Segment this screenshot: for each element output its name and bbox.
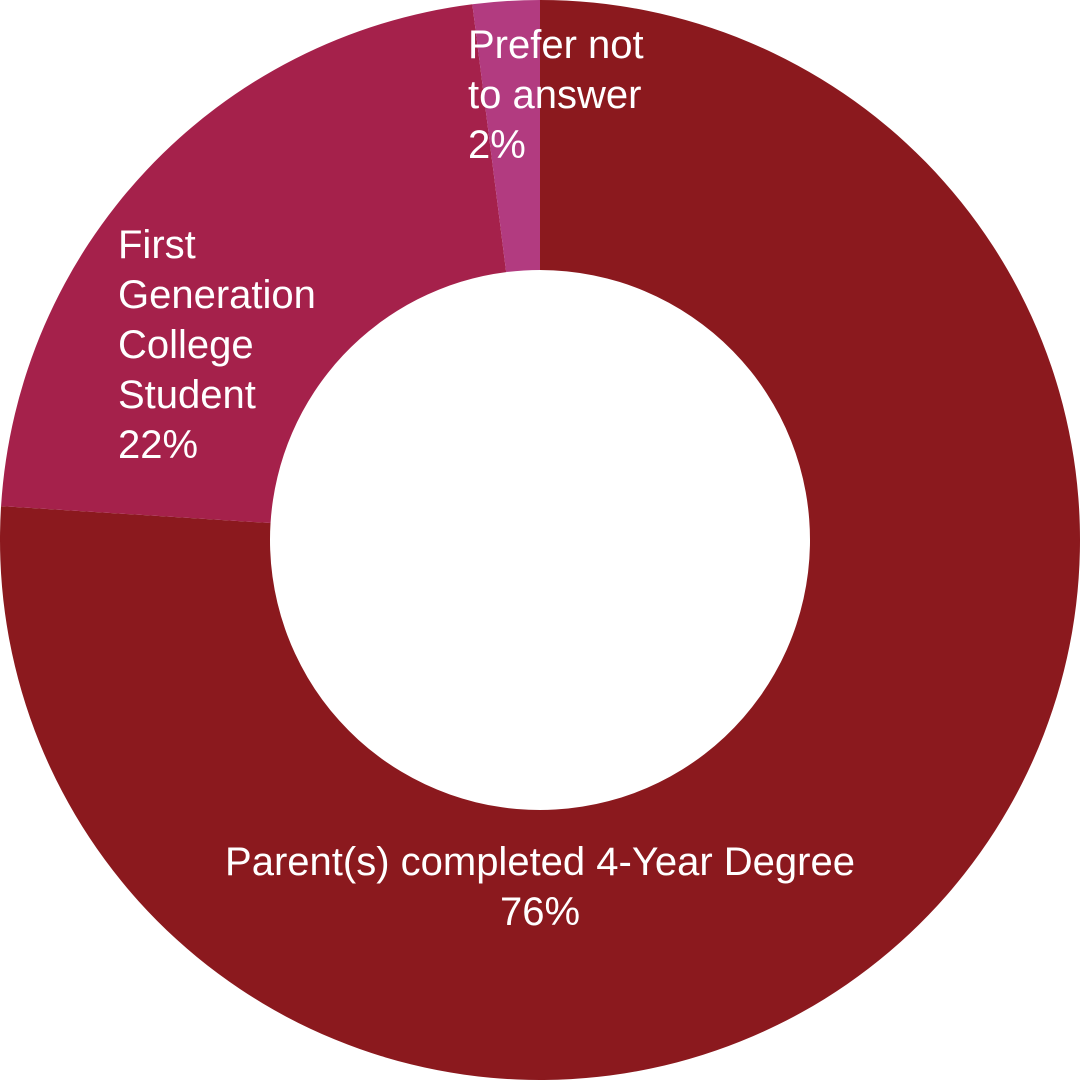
donut-segment: [472, 0, 540, 273]
value-label: 22%: [118, 423, 199, 467]
value-label: 2%: [468, 123, 526, 167]
segment-label: Prefer not to answer 2%: [468, 20, 683, 170]
donut-segment: [1, 4, 507, 524]
segment-label: First Generation College Student 22%: [118, 220, 368, 470]
segment-label: Parent(s) completed 4-Year Degree 76%: [140, 837, 940, 937]
category-label: Prefer not to answer: [468, 23, 644, 117]
category-label: First Generation College Student: [118, 223, 316, 417]
category-label: Parent(s) completed 4-Year Degree: [225, 840, 855, 884]
value-label: 76%: [499, 890, 581, 934]
